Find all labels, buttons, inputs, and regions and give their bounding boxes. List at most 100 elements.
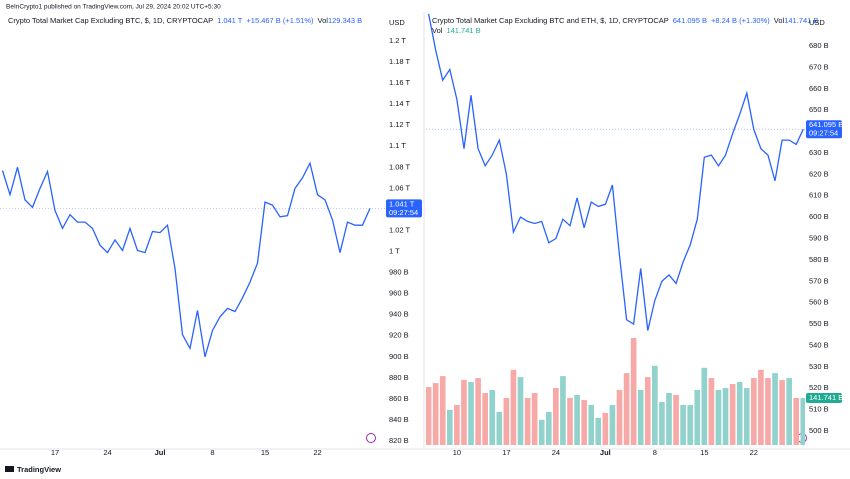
x-tick-label: 15 — [261, 448, 269, 457]
volume-bar — [426, 387, 432, 445]
x-tick-label: 10 — [453, 448, 461, 457]
y-tick-label: 1.16 T — [389, 78, 411, 87]
y-tick-label: 680 B — [809, 41, 829, 50]
volume-header-label: Vol — [432, 26, 443, 35]
volume-bar — [630, 338, 637, 445]
x-tick-label: 22 — [313, 448, 321, 457]
volume-bar — [531, 392, 538, 445]
x-tick-label: 15 — [700, 448, 708, 457]
x-tick-label: 8 — [653, 448, 657, 457]
price-label-box — [806, 120, 842, 139]
header-vol-value: 141.741 B — [784, 16, 818, 25]
volume-bar — [680, 404, 686, 445]
volume-bar — [432, 383, 439, 445]
chart-header: Crypto Total Market Cap Excluding BTC an… — [432, 16, 818, 25]
x-tick-label: Jul — [155, 448, 166, 457]
volume-bar — [701, 367, 708, 445]
volume-bar — [793, 397, 800, 445]
y-tick-label: 960 B — [389, 289, 409, 298]
volume-bar — [468, 382, 474, 445]
y-tick-label: 590 B — [809, 233, 829, 242]
volume-bar — [545, 411, 552, 445]
volume-bar — [687, 404, 694, 445]
y-tick-label: 550 B — [809, 319, 829, 328]
price-line — [1, 161, 371, 357]
volume-bar — [446, 409, 453, 445]
y-tick-label: 600 B — [809, 212, 829, 221]
y-tick-label: 1.06 T — [389, 183, 411, 192]
volume-bar — [602, 412, 609, 445]
y-tick-label: 900 B — [389, 352, 409, 361]
header-last-value: 641.095 B — [673, 16, 707, 25]
volume-bar — [461, 380, 467, 445]
volume-bar — [482, 392, 488, 445]
price-time: 09:27:54 — [389, 208, 418, 217]
y-tick-label: 1.02 T — [389, 225, 411, 234]
axis-unit: USD — [389, 18, 405, 27]
volume-bar — [503, 397, 510, 445]
y-tick-label: 670 B — [809, 62, 829, 71]
y-tick-label: 860 B — [389, 394, 409, 403]
logo — [5, 466, 14, 472]
volume-bar — [736, 382, 743, 445]
volume-bar — [729, 384, 736, 445]
header-change: +15.467 B (+1.51%) — [246, 16, 314, 25]
volume-header: Vol 141.741 B — [432, 26, 481, 35]
price-label: 1.041 T — [389, 199, 415, 208]
volume-bar — [758, 369, 764, 445]
x-tick-label: 17 — [502, 448, 510, 457]
y-tick-label: 1.14 T — [389, 99, 411, 108]
volume-bar — [496, 411, 503, 445]
axis-unit: USD — [809, 18, 825, 27]
price-time: 09:27:54 — [809, 129, 838, 138]
volume-bar — [588, 404, 595, 445]
volume-header-value: 141.741 B — [446, 26, 480, 35]
volume-bar — [659, 401, 665, 445]
volume-bar — [560, 376, 566, 445]
y-tick-label: 620 B — [809, 169, 829, 178]
y-tick-label: 500 B — [809, 426, 829, 435]
volume-bar — [708, 378, 715, 445]
volume-bar — [750, 378, 757, 445]
volume-bar — [553, 388, 559, 445]
volume-bar — [439, 376, 446, 445]
y-tick-label: 570 B — [809, 276, 829, 285]
y-tick-label: 660 B — [809, 84, 829, 93]
y-tick-label: 1.1 T — [389, 141, 406, 150]
volume-bar — [475, 378, 481, 445]
x-tick-label: 22 — [750, 448, 758, 457]
volume-bar — [567, 397, 573, 445]
chart-header: Crypto Total Market Cap Excluding BTC, $… — [8, 16, 362, 25]
y-tick-label: 510 B — [809, 405, 829, 414]
volume-bar — [673, 394, 679, 445]
y-tick-label: 630 B — [809, 148, 829, 157]
volume-bar — [644, 377, 651, 445]
header-vol-label: Vol — [318, 16, 329, 25]
y-tick-label: 920 B — [389, 331, 409, 340]
volume-bar — [800, 398, 805, 445]
volume-bar — [722, 388, 729, 445]
y-tick-label: 840 B — [389, 415, 409, 424]
y-tick-label: 520 B — [809, 383, 829, 392]
header-vol-label: Vol — [774, 16, 785, 25]
volume-bar — [786, 378, 792, 445]
volume-bar — [510, 369, 517, 445]
y-tick-label: 980 B — [389, 268, 409, 277]
volume-bar — [616, 390, 623, 445]
y-tick-label: 1.2 T — [389, 36, 406, 45]
volume-bar — [666, 392, 672, 445]
volume-bar — [623, 373, 630, 445]
x-tick-label: Jul — [600, 448, 611, 457]
volume-bar — [715, 390, 722, 445]
y-tick-label: 1.08 T — [389, 162, 411, 171]
price-label-box — [386, 199, 422, 218]
volume-bar — [581, 399, 587, 445]
header-vol-value: 129.343 B — [328, 16, 362, 25]
icon — [366, 433, 376, 443]
y-tick-label: 940 B — [389, 310, 409, 319]
y-tick-label: 880 B — [389, 373, 409, 382]
plot — [0, 161, 385, 357]
volume-bar — [538, 419, 545, 445]
y-tick-label: 1 T — [389, 247, 400, 256]
volume-label-box — [806, 393, 842, 404]
